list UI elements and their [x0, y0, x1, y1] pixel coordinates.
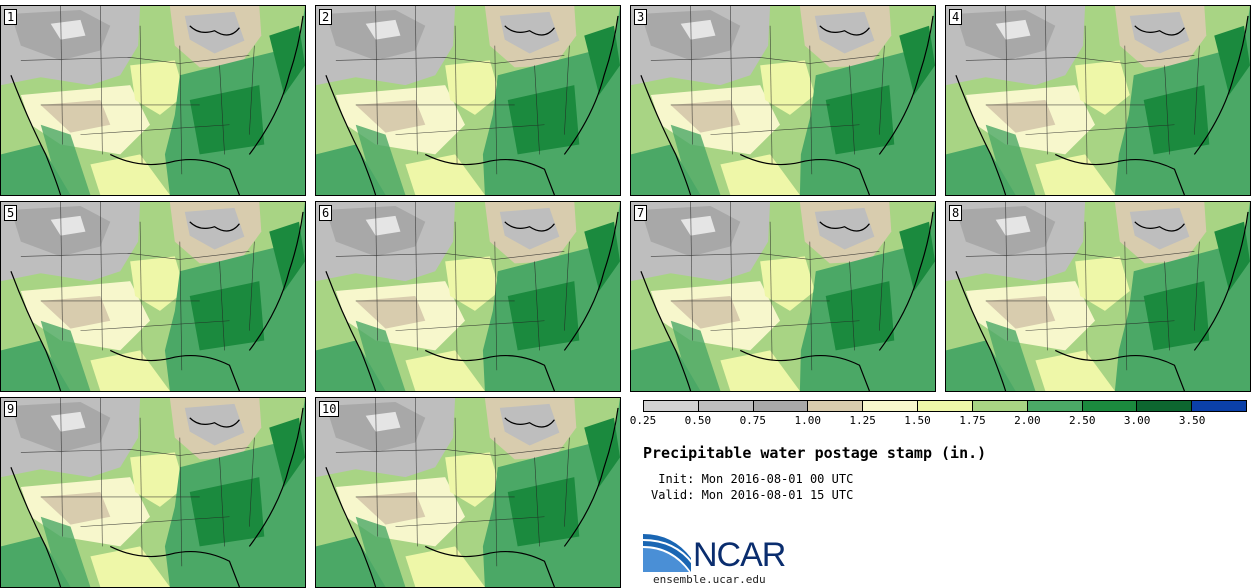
map-panel-7: 7: [630, 201, 936, 392]
colorbar-swatch-3: [808, 401, 864, 411]
colorbar-tick-label: 3.00: [1123, 414, 1151, 427]
map-panel-4: 4: [945, 5, 1251, 196]
colorbar-tick-label: 2.50: [1069, 414, 1096, 427]
colorbar-swatch-8: [1082, 401, 1138, 411]
colorbar-tick-label: 1.25: [849, 414, 876, 427]
colorbar-tick-label: 1.50: [904, 414, 931, 427]
colorbar-swatch-6: [972, 401, 1028, 411]
colorbar-tick-label: 0.50: [684, 414, 712, 427]
colorbar-swatch-0: [644, 401, 699, 411]
panel-number: 9: [4, 401, 18, 417]
colorbar-swatch-5: [918, 401, 973, 411]
colorbar-swatch-7: [1027, 401, 1083, 411]
panel-number: 6: [319, 205, 333, 221]
panel-number: 7: [634, 205, 648, 221]
panel-number: 1: [4, 9, 18, 25]
colorbar-swatch-10: [1192, 401, 1246, 411]
panel-number: 5: [4, 205, 18, 221]
colorbar-tick-label: 3.50: [1178, 414, 1206, 427]
colorbar-swatch-4: [863, 401, 919, 411]
map-panel-10: 10: [315, 397, 621, 588]
colorbar-swatch-9: [1137, 401, 1193, 411]
chart-title: Precipitable water postage stamp (in.): [643, 444, 987, 462]
map-panel-1: 1: [0, 5, 306, 196]
colorbar: [643, 400, 1247, 412]
panel-number: 2: [319, 9, 333, 25]
valid-time: Valid: Mon 2016-08-01 15 UTC: [651, 488, 854, 502]
ncar-logo-icon: [643, 534, 694, 572]
colorbar-tick-label: 0.25: [629, 414, 657, 427]
colorbar-swatch-1: [698, 401, 754, 411]
colorbar-tick-label: 0.75: [739, 414, 767, 427]
map-panel-2: 2: [315, 5, 621, 196]
map-panel-9: 9: [0, 397, 306, 588]
colorbar-tick-label: 1.00: [794, 414, 821, 427]
site-url: ensemble.ucar.edu: [653, 573, 766, 586]
colorbar-tick-label: 1.75: [959, 414, 986, 427]
panel-number: 8: [949, 205, 963, 221]
colorbar-swatch-2: [753, 401, 809, 411]
map-panel-3: 3: [630, 5, 936, 196]
ncar-logo-text: NCAR: [693, 536, 786, 574]
map-panel-6: 6: [315, 201, 621, 392]
map-panel-5: 5: [0, 201, 306, 392]
panel-number: 10: [319, 401, 340, 417]
init-time: Init: Mon 2016-08-01 00 UTC: [651, 472, 854, 486]
colorbar-tick-label: 2.00: [1014, 414, 1041, 427]
panel-number: 4: [949, 9, 963, 25]
panel-number: 3: [634, 9, 648, 25]
map-panel-8: 8: [945, 201, 1251, 392]
